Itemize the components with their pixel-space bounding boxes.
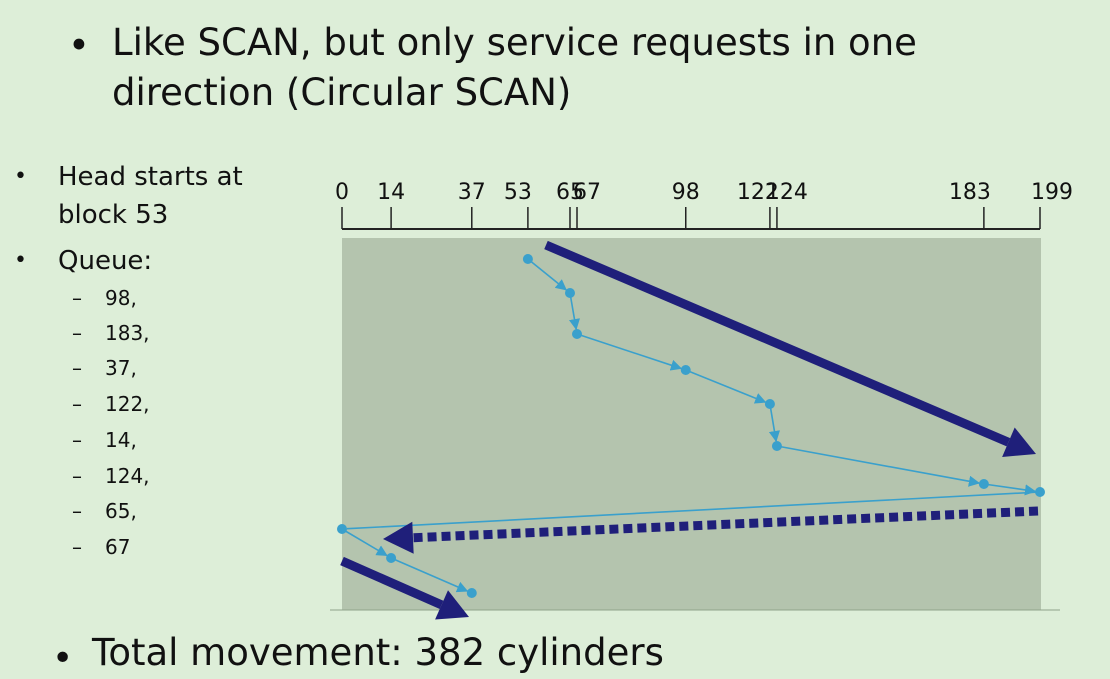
queue-dash: – bbox=[72, 356, 82, 380]
service-path-segment bbox=[346, 491, 1041, 530]
queue-label: Queue: bbox=[58, 246, 153, 276]
axis-tick-label: 199 bbox=[1031, 180, 1073, 205]
service-path-segment bbox=[768, 403, 780, 443]
axis-tick-label: 14 bbox=[377, 180, 405, 205]
queue-item: 183, bbox=[105, 321, 150, 345]
service-path-segment bbox=[685, 369, 767, 404]
title-line-1: Like SCAN, but only service requests in … bbox=[112, 21, 917, 64]
queue-item: 67 bbox=[105, 535, 131, 559]
axis-tick-label: 98 bbox=[672, 180, 700, 205]
queue-item: 98, bbox=[105, 286, 137, 310]
title-line-2: direction (Circular SCAN) bbox=[112, 71, 572, 114]
service-path-segment bbox=[527, 258, 567, 291]
service-point bbox=[978, 479, 989, 489]
return-arrow-shaft bbox=[412, 506, 1039, 543]
title-bullet: • bbox=[68, 24, 90, 67]
service-path-segment bbox=[568, 292, 580, 331]
direction-arrow-shaft bbox=[544, 240, 1011, 447]
axis-tick-label: 183 bbox=[949, 180, 991, 205]
queue-dash: – bbox=[72, 535, 82, 559]
total-movement: Total movement: 382 cylinders bbox=[92, 631, 664, 674]
service-point bbox=[386, 553, 397, 563]
service-path-segment bbox=[576, 333, 683, 371]
queue-dash: – bbox=[72, 392, 82, 416]
axis-tick-label: 67 bbox=[573, 180, 601, 205]
queue-dash: – bbox=[72, 286, 82, 310]
service-point bbox=[564, 288, 575, 298]
return-arrow-head bbox=[383, 521, 414, 554]
total-bullet: • bbox=[52, 638, 74, 679]
service-path-segment bbox=[390, 557, 469, 593]
service-point bbox=[764, 399, 775, 409]
continue-arrow-head bbox=[435, 590, 469, 620]
service-point bbox=[1035, 487, 1045, 497]
axis-tick-label: 37 bbox=[458, 180, 486, 205]
continue-arrow-shaft bbox=[340, 556, 444, 610]
queue-item: 65, bbox=[105, 499, 137, 523]
service-path-segment bbox=[341, 528, 388, 557]
plot-area bbox=[342, 238, 1041, 610]
queue-item: 124, bbox=[105, 464, 150, 488]
axis-tick-label: 124 bbox=[766, 180, 808, 205]
service-path-segment bbox=[983, 483, 1037, 496]
service-point bbox=[572, 329, 583, 339]
queue-dash: – bbox=[72, 321, 82, 345]
axis-tick-label: 0 bbox=[335, 180, 349, 205]
queue-item: 122, bbox=[105, 392, 150, 416]
queue-dash: – bbox=[72, 428, 82, 452]
head-bullet: • bbox=[14, 164, 27, 189]
axis-tick-label: 53 bbox=[504, 180, 532, 205]
head-line-1: Head starts at bbox=[58, 162, 243, 192]
direction-arrow-head bbox=[1002, 427, 1036, 457]
service-point bbox=[337, 524, 347, 534]
queue-dash: – bbox=[72, 499, 82, 523]
service-point bbox=[771, 441, 782, 451]
head-line-2: block 53 bbox=[58, 200, 169, 230]
service-point bbox=[466, 588, 477, 598]
queue-dash: – bbox=[72, 464, 82, 488]
service-point bbox=[680, 365, 691, 375]
queue-item: 37, bbox=[105, 356, 137, 380]
axis-tick-label: 122 bbox=[737, 180, 779, 205]
service-path-segment bbox=[776, 445, 981, 487]
queue-item: 14, bbox=[105, 428, 137, 452]
service-point bbox=[522, 254, 533, 264]
axis-tick-label: 65 bbox=[556, 180, 584, 205]
queue-bullet: • bbox=[14, 248, 27, 273]
